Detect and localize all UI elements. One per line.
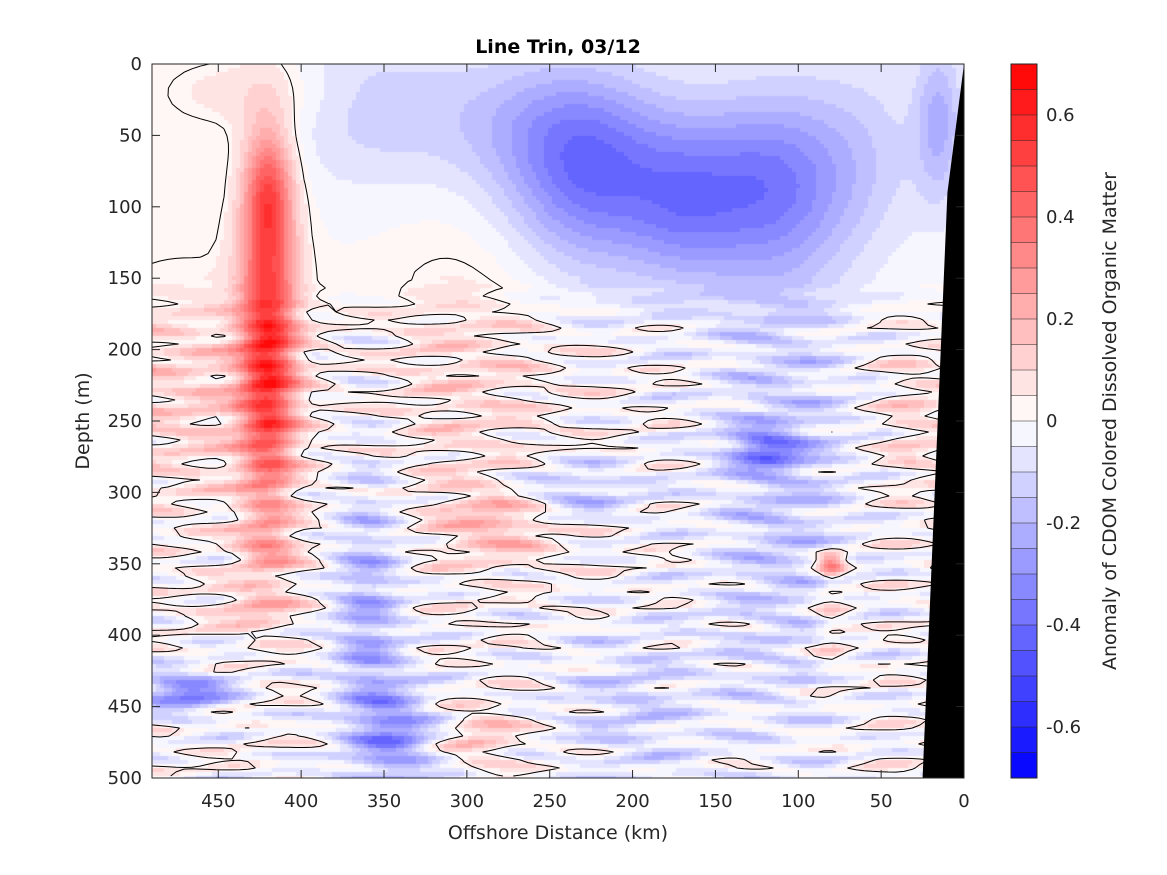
x-tick-label: 450 — [201, 791, 235, 812]
y-tick-label: 100 — [108, 197, 142, 218]
contour-line — [151, 63, 961, 777]
x-axis: 450 400 350 300 250 200 150 100 50 0 — [201, 64, 970, 812]
chart-title: Line Trin, 03/12 — [475, 36, 641, 58]
colorbar — [1011, 63, 1037, 779]
colorbar-level — [1011, 217, 1037, 243]
colorbar-level — [1011, 752, 1037, 779]
colorbar-level — [1011, 650, 1037, 677]
y-tick-label: 300 — [108, 482, 142, 503]
y-tick-label: 500 — [108, 768, 142, 789]
y-tick-label: 50 — [119, 125, 142, 146]
colorbar-level — [1011, 64, 1037, 90]
y-tick-label: 200 — [108, 340, 142, 361]
y-axis-label: Depth (m) — [72, 372, 94, 469]
colorbar-tick-label: 0.4 — [1046, 207, 1075, 228]
y-tick-label: 350 — [108, 554, 142, 575]
x-tick-label: 100 — [781, 791, 815, 812]
colorbar-level — [1011, 701, 1037, 728]
colorbar-level — [1011, 319, 1037, 345]
colorbar-level — [1011, 676, 1037, 702]
y-tick-label: 400 — [108, 625, 142, 646]
colorbar-tick-label: 0.2 — [1046, 309, 1075, 330]
heatmap-canvas — [152, 64, 964, 778]
colorbar-level — [1011, 446, 1037, 473]
bathymetry-shelf — [922, 64, 964, 778]
colorbar-level — [1011, 115, 1037, 141]
colorbar-tick-label: 0.6 — [1046, 105, 1075, 126]
zero-contours — [151, 63, 961, 777]
y-axis: 0 50 100 150 200 250 300 350 400 450 500 — [108, 54, 964, 789]
colorbar-level — [1011, 497, 1037, 524]
colorbar-level — [1011, 472, 1037, 498]
colorbar-level — [1011, 395, 1037, 422]
colorbar-level — [1011, 191, 1037, 218]
x-tick-label: 350 — [367, 791, 401, 812]
colorbar-level — [1011, 548, 1037, 575]
x-tick-label: 150 — [698, 791, 732, 812]
colorbar-label: Anomaly of CDOM Colored Dissolved Organi… — [1099, 172, 1121, 670]
colorbar-level — [1011, 268, 1037, 294]
colorbar-level — [1011, 599, 1037, 626]
x-tick-label: 0 — [958, 791, 969, 812]
colorbar-tick-label: -0.2 — [1046, 513, 1081, 534]
y-tick-label: 150 — [108, 268, 142, 289]
colorbar-frame — [1010, 63, 1038, 779]
colorbar-tick-label: 0 — [1046, 411, 1057, 432]
colorbar-level — [1011, 293, 1037, 320]
colorbar-level — [1011, 625, 1037, 651]
colorbar-level — [1011, 421, 1037, 447]
colorbar-ticks: 0.6 0.4 0.2 0 -0.2 -0.4 -0.6 — [1046, 105, 1081, 738]
colorbar-tick-label: -0.6 — [1046, 717, 1081, 738]
colorbar-level — [1011, 166, 1037, 192]
x-tick-label: 50 — [870, 791, 893, 812]
y-tick-label: 0 — [131, 54, 142, 75]
colorbar-level — [1011, 140, 1037, 167]
x-tick-label: 300 — [450, 791, 484, 812]
colorbar-level — [1011, 344, 1037, 371]
colorbar-level — [1011, 727, 1037, 753]
colorbar-tick-label: -0.4 — [1046, 615, 1081, 636]
x-tick-label: 400 — [284, 791, 318, 812]
y-tick-label: 250 — [108, 411, 142, 432]
colorbar-level — [1011, 370, 1037, 396]
colorbar-level — [1011, 89, 1037, 116]
x-axis-label: Offshore Distance (km) — [448, 822, 668, 844]
x-tick-label: 200 — [615, 791, 649, 812]
colorbar-level — [1011, 242, 1037, 269]
colorbar-level — [1011, 523, 1037, 549]
colorbar-level — [1011, 574, 1037, 600]
x-tick-label: 250 — [533, 791, 567, 812]
y-tick-label: 450 — [108, 697, 142, 718]
heatmap-region — [152, 64, 964, 778]
